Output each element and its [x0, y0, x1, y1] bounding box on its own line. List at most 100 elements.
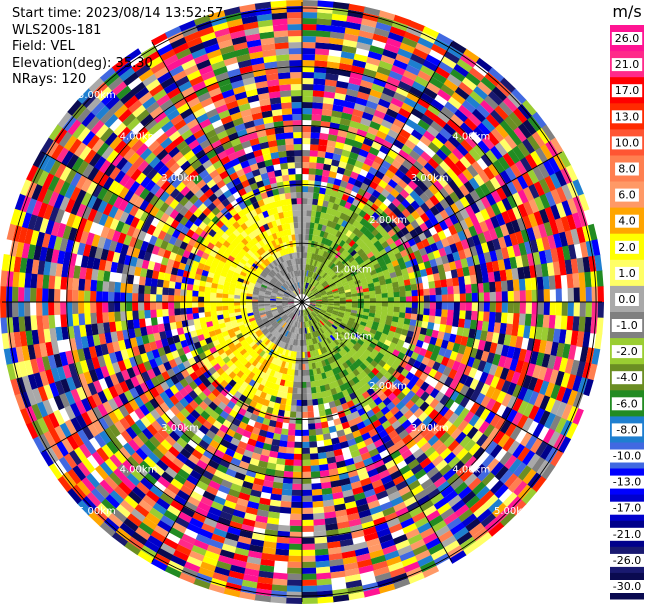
gate-cell [162, 537, 179, 550]
gate-cell [372, 277, 380, 283]
gate-cell [339, 180, 349, 189]
gate-cell [234, 311, 242, 317]
gate-cell [484, 180, 497, 194]
gate-cell [91, 268, 99, 281]
gate-cell [373, 396, 383, 406]
gate-cell [114, 291, 121, 302]
gate-cell [257, 460, 268, 469]
gate-cell [301, 405, 308, 412]
gate-cell [334, 423, 344, 432]
gate-cell [64, 198, 76, 214]
gate-cell [266, 324, 273, 330]
gate-cell [27, 343, 36, 360]
gate-cell [533, 407, 545, 424]
gate-cell [380, 406, 391, 416]
gate-cell [348, 518, 362, 528]
gate-cell [549, 415, 562, 432]
gate-cell [420, 114, 435, 126]
gate-cell [376, 352, 385, 360]
gate-cell [296, 405, 302, 412]
gate-cell [410, 200, 421, 211]
gate-cell [401, 377, 411, 387]
gate-cell [120, 368, 131, 381]
gate-cell [307, 264, 310, 271]
gate-cell [302, 132, 312, 139]
gate-cell [457, 230, 467, 242]
gate-cell [108, 301, 115, 313]
gate-cell [215, 429, 226, 439]
gate-cell [457, 344, 467, 355]
gate-cell [578, 316, 586, 333]
gate-cell [332, 203, 340, 211]
gate-cell [429, 76, 445, 90]
gate-cell [327, 201, 335, 209]
gate-cell [102, 387, 114, 401]
gate-cell [266, 517, 280, 525]
gate-cell [106, 227, 116, 241]
gate-cell [305, 234, 310, 241]
gate-cell [282, 329, 288, 336]
gate-cell [317, 199, 324, 207]
gate-cell [407, 533, 423, 546]
gate-cell [286, 310, 292, 316]
gate-cell [203, 550, 220, 561]
gate-cell [80, 397, 92, 412]
gate-cell [316, 323, 321, 329]
gate-cell [81, 383, 92, 398]
gate-cell [363, 221, 372, 230]
gate-cell [489, 342, 498, 355]
gate-cell [362, 268, 370, 275]
gate-cell [116, 262, 125, 274]
gate-cell [447, 368, 458, 380]
gate-cell [271, 290, 278, 294]
gate-cell [292, 314, 297, 321]
gate-cell [552, 328, 561, 344]
gate-cell [347, 247, 355, 254]
gate-cell [271, 438, 281, 447]
gate-cell [356, 41, 372, 51]
gate-cell [506, 409, 518, 424]
gate-cell [220, 326, 228, 333]
gate-cell [211, 315, 218, 322]
gate-cell [59, 422, 72, 438]
gate-cell [212, 319, 219, 326]
gate-cell [380, 92, 394, 104]
gate-cell [103, 237, 112, 251]
gate-cell [357, 509, 372, 519]
gate-cell [342, 562, 359, 571]
gate-cell [72, 313, 80, 326]
gate-cell [416, 437, 428, 449]
gate-cell [434, 191, 445, 203]
gate-cell [468, 265, 476, 276]
gate-cell [26, 389, 37, 406]
gate-cell [223, 313, 230, 319]
gate-cell [310, 471, 321, 478]
gate-cell [192, 290, 199, 297]
gate-cell [353, 333, 361, 340]
gate-cell [245, 354, 253, 362]
gate-cell [415, 256, 424, 265]
gate-cell [331, 288, 339, 293]
gate-cell [276, 297, 283, 300]
gate-cell [135, 373, 146, 385]
gate-cell [314, 60, 328, 68]
gate-cell [10, 207, 21, 226]
gate-cell [53, 394, 65, 411]
gate-cell [278, 279, 284, 285]
gate-cell [444, 217, 454, 228]
gate-cell [143, 250, 152, 262]
gate-cell [242, 449, 254, 458]
gate-cell [107, 192, 119, 206]
gate-cell [371, 228, 380, 237]
gate-cell [199, 317, 207, 324]
gate-cell [541, 353, 551, 369]
gate-cell [461, 99, 477, 114]
gate-cell [472, 504, 488, 519]
gate-cell [184, 458, 197, 470]
gate-cell [323, 273, 329, 280]
gate-cell [293, 327, 297, 334]
gate-cell [84, 278, 92, 291]
gate-cell [298, 351, 302, 358]
gate-cell [104, 457, 118, 472]
